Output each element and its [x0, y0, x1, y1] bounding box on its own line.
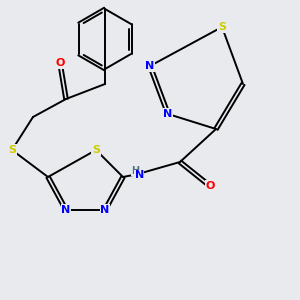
Text: N: N — [100, 205, 109, 215]
Text: N: N — [146, 61, 154, 71]
Text: S: S — [218, 22, 226, 32]
Text: N: N — [135, 170, 144, 181]
Text: S: S — [92, 145, 100, 155]
Text: O: O — [205, 181, 215, 191]
Text: O: O — [55, 58, 65, 68]
Text: N: N — [164, 109, 172, 119]
Text: H: H — [131, 166, 140, 176]
Text: S: S — [8, 145, 16, 155]
Text: N: N — [61, 205, 70, 215]
